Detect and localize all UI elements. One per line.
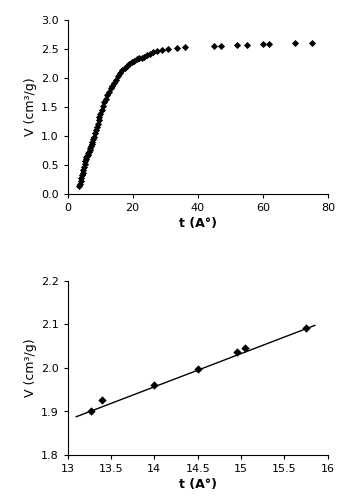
Point [94, 124, 99, 132]
Point [234, 348, 239, 356]
Point [124, 62, 129, 70]
Y-axis label: V (cm³/g): V (cm³/g) [24, 338, 37, 398]
Point [97, 114, 102, 122]
Point [293, 39, 298, 47]
Point [244, 41, 249, 49]
Point [100, 396, 105, 404]
Point [87, 148, 92, 156]
Point [108, 84, 113, 92]
Point [91, 132, 96, 140]
Point [122, 64, 127, 72]
Point [103, 95, 108, 103]
Point [96, 116, 101, 124]
Point [87, 146, 92, 154]
Point [152, 380, 157, 388]
Point [78, 174, 84, 182]
Point [79, 172, 84, 179]
Point [115, 72, 121, 80]
Point [134, 56, 139, 64]
Point [166, 45, 171, 53]
Point [131, 56, 137, 64]
Point [113, 76, 119, 84]
Point [95, 120, 100, 128]
Point [304, 324, 309, 332]
Point [110, 82, 115, 90]
Y-axis label: V (cm³/g): V (cm³/g) [24, 78, 37, 136]
Point [234, 41, 239, 49]
Point [85, 150, 91, 158]
Point [117, 70, 123, 78]
Point [90, 138, 95, 146]
Point [88, 144, 93, 152]
Point [142, 52, 147, 60]
Point [154, 48, 160, 56]
Point [99, 106, 104, 114]
Point [127, 60, 132, 68]
Point [86, 150, 91, 158]
Point [174, 44, 179, 52]
Point [77, 180, 83, 188]
Point [89, 140, 94, 148]
Point [106, 88, 112, 96]
Point [150, 48, 155, 56]
Point [93, 126, 98, 134]
Point [267, 40, 272, 48]
Point [195, 365, 200, 373]
Point [182, 44, 187, 52]
Point [139, 54, 144, 62]
Point [88, 408, 94, 416]
Point [80, 166, 86, 173]
Point [82, 160, 87, 168]
Point [211, 42, 217, 50]
Point [98, 110, 103, 118]
Point [218, 42, 223, 50]
Point [137, 54, 142, 62]
Point [82, 157, 88, 165]
Point [90, 136, 96, 143]
Point [260, 40, 266, 48]
X-axis label: t (A°): t (A°) [179, 478, 217, 491]
Point [104, 92, 110, 100]
Point [309, 38, 314, 46]
Point [81, 162, 87, 170]
Point [147, 50, 153, 58]
Point [92, 129, 97, 137]
Point [145, 52, 150, 60]
Point [159, 46, 165, 54]
Point [120, 66, 125, 74]
Point [76, 182, 82, 190]
Point [78, 177, 83, 185]
X-axis label: t (A°): t (A°) [179, 217, 217, 230]
Point [88, 142, 94, 150]
Point [129, 58, 135, 66]
Point [83, 155, 89, 163]
Point [80, 168, 85, 176]
Point [84, 154, 89, 162]
Point [112, 78, 117, 86]
Point [84, 152, 90, 160]
Point [243, 344, 248, 351]
Point [102, 98, 107, 106]
Point [100, 102, 106, 110]
